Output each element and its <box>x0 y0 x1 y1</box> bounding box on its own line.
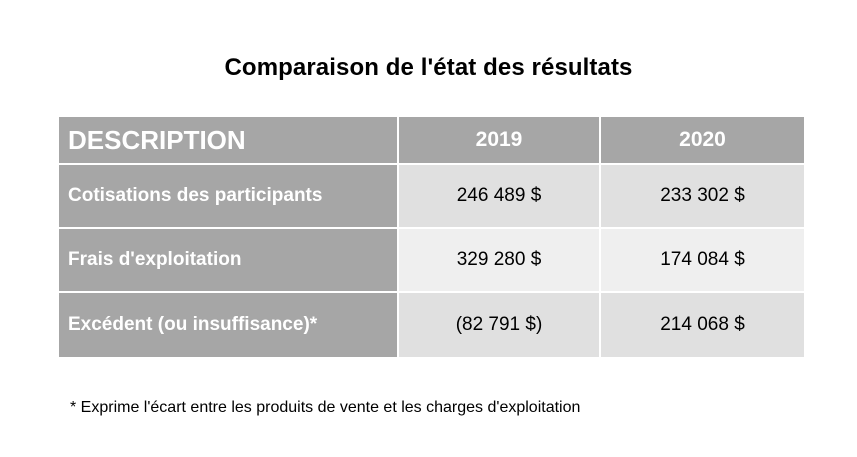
table-row: Cotisations des participants 246 489 $ 2… <box>59 165 804 229</box>
cell-excedent-2020: 214 068 $ <box>601 293 804 357</box>
column-header-2020: 2020 <box>601 117 804 165</box>
results-comparison-table: DESCRIPTION 2019 2020 Cotisations des pa… <box>59 117 804 357</box>
cell-frais-2019: 329 280 $ <box>399 229 601 293</box>
cell-excedent-2019: (82 791 $) <box>399 293 601 357</box>
table-header-row: DESCRIPTION 2019 2020 <box>59 117 804 165</box>
row-label-cotisations: Cotisations des participants <box>59 165 399 229</box>
table-row: Excédent (ou insuffisance)* (82 791 $) 2… <box>59 293 804 357</box>
page-title: Comparaison de l'état des résultats <box>224 54 633 81</box>
footnote: * Exprime l'écart entre les produits de … <box>70 399 581 416</box>
cell-frais-2020: 174 084 $ <box>601 229 804 293</box>
row-label-excedent: Excédent (ou insuffisance)* <box>59 293 399 357</box>
row-label-frais: Frais d'exploitation <box>59 229 399 293</box>
cell-cotisations-2019: 246 489 $ <box>399 165 601 229</box>
column-header-description: DESCRIPTION <box>59 117 399 165</box>
cell-cotisations-2020: 233 302 $ <box>601 165 804 229</box>
column-header-2019: 2019 <box>399 117 601 165</box>
table-row: Frais d'exploitation 329 280 $ 174 084 $ <box>59 229 804 293</box>
